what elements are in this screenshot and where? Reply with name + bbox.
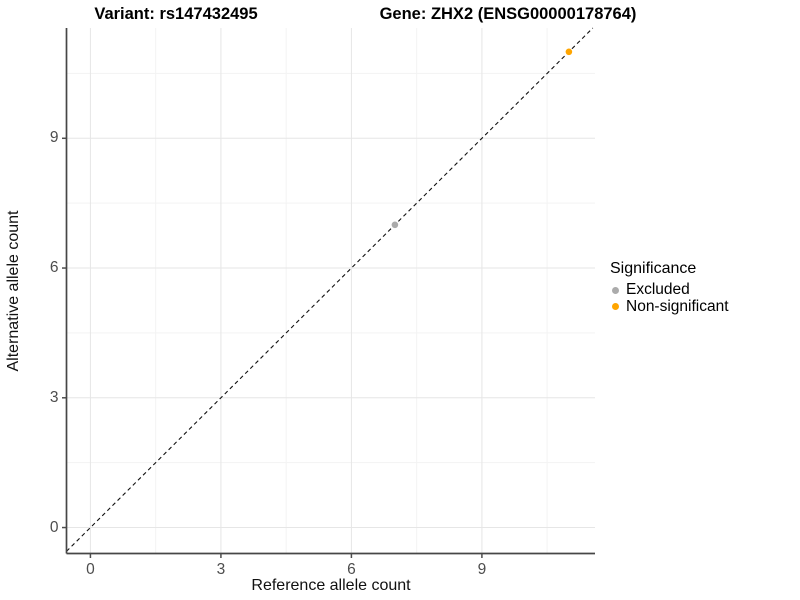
x-tick-label: 0 xyxy=(86,560,95,578)
legend-title: Significance xyxy=(610,260,697,277)
y-tick-label: 9 xyxy=(49,129,59,147)
legend-dot-icon-non-significant xyxy=(612,303,619,311)
legend-item-excluded: Excluded xyxy=(612,281,729,299)
x-tick-label: 6 xyxy=(347,560,356,578)
y-tick-label: 6 xyxy=(49,259,59,277)
x-tick-label: 3 xyxy=(216,560,226,578)
legend-dot-icon-excluded xyxy=(612,286,619,294)
legend-item-non-significant: Non-significant xyxy=(612,297,729,316)
data-point-non-significant xyxy=(565,48,573,56)
y-axis-title: Alternative allele count xyxy=(5,210,22,372)
gene-title: Gene: ZHX2 (ENSG00000178764) xyxy=(379,5,637,23)
legend-item-label: Excluded xyxy=(626,281,690,299)
legend: Significance Excluded Non-significant xyxy=(610,260,729,315)
x-tick-label: 9 xyxy=(477,560,487,578)
identity-reference-line xyxy=(66,27,594,552)
y-tick-label: 0 xyxy=(49,518,59,536)
legend-items: Excluded Non-significant xyxy=(610,281,729,316)
variant-title: Variant: rs147432495 xyxy=(94,5,258,23)
legend-item-label: Non-significant xyxy=(626,297,729,315)
data-point-excluded xyxy=(391,221,399,229)
x-axis-title: Reference allele count xyxy=(251,577,411,594)
y-tick-label: 3 xyxy=(49,388,59,406)
